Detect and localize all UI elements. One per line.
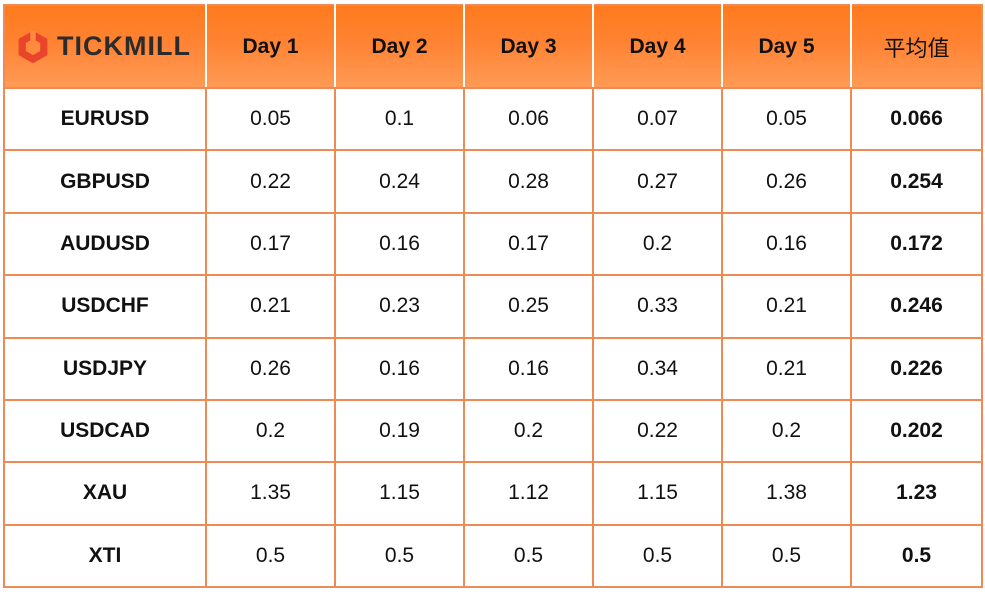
spread-value-day-3: 0.17 bbox=[463, 211, 594, 277]
spread-value-day-3: 0.25 bbox=[463, 274, 594, 339]
average-value: 0.226 bbox=[850, 336, 983, 401]
header-row: TICKMILL Day 1 Day 2 Day 3 Day 4 Day 5 平… bbox=[4, 5, 982, 89]
tickmill-logo: TICKMILL bbox=[15, 29, 205, 65]
column-header-day-4: Day 4 bbox=[592, 5, 723, 89]
average-value: 0.172 bbox=[850, 211, 983, 277]
spread-value-day-2: 0.16 bbox=[334, 211, 465, 277]
spread-table-container: TICKMILL Day 1 Day 2 Day 3 Day 4 Day 5 平… bbox=[3, 4, 983, 589]
pair-label: USDJPY bbox=[3, 336, 207, 401]
average-value: 0.066 bbox=[850, 86, 983, 152]
column-header-day-2: Day 2 bbox=[334, 5, 465, 89]
spread-value-day-2: 0.19 bbox=[334, 398, 465, 464]
logo-cell: TICKMILL bbox=[4, 5, 207, 89]
average-value: 0.202 bbox=[850, 398, 983, 464]
spread-value-day-5: 0.5 bbox=[721, 523, 852, 589]
spread-value-day-1: 0.26 bbox=[205, 336, 336, 401]
column-header-day-1: Day 1 bbox=[205, 5, 336, 89]
table-row: USDCAD 0.2 0.19 0.2 0.22 0.2 0.202 bbox=[3, 398, 983, 464]
average-value: 0.5 bbox=[850, 523, 983, 589]
spread-value-day-2: 0.24 bbox=[334, 149, 465, 214]
spread-value-day-5: 0.26 bbox=[721, 149, 852, 214]
pair-label: GBPUSD bbox=[3, 149, 207, 214]
spread-value-day-3: 0.06 bbox=[463, 86, 594, 152]
spread-value-day-5: 0.16 bbox=[721, 211, 852, 277]
table-row: XAU 1.35 1.15 1.12 1.15 1.38 1.23 bbox=[3, 461, 983, 526]
spread-value-day-4: 0.27 bbox=[592, 149, 723, 214]
column-header-day-3: Day 3 bbox=[463, 5, 594, 89]
spread-value-day-4: 1.15 bbox=[592, 461, 723, 526]
spread-value-day-1: 0.22 bbox=[205, 149, 336, 214]
table-body: EURUSD 0.05 0.1 0.06 0.07 0.05 0.066 GBPUSD 0.22… bbox=[3, 86, 983, 589]
spread-value-day-1: 0.21 bbox=[205, 274, 336, 339]
pair-label: XAU bbox=[3, 461, 207, 526]
table-row: AUDUSD 0.17 0.16 0.17 0.2 0.16 0.172 bbox=[3, 211, 983, 277]
spread-value-day-4: 0.5 bbox=[592, 523, 723, 589]
average-value: 1.23 bbox=[850, 461, 983, 526]
spread-value-day-5: 0.21 bbox=[721, 274, 852, 339]
spread-value-day-5: 0.05 bbox=[721, 86, 852, 152]
spread-value-day-5: 0.2 bbox=[721, 398, 852, 464]
spread-value-day-1: 0.17 bbox=[205, 211, 336, 277]
column-header-average: 平均值 bbox=[850, 5, 982, 89]
spread-value-day-3: 1.12 bbox=[463, 461, 594, 526]
spread-value-day-4: 0.2 bbox=[592, 211, 723, 277]
spread-value-day-4: 0.22 bbox=[592, 398, 723, 464]
spread-value-day-2: 0.5 bbox=[334, 523, 465, 589]
spread-value-day-3: 0.16 bbox=[463, 336, 594, 401]
spread-table: TICKMILL Day 1 Day 2 Day 3 Day 4 Day 5 平… bbox=[3, 4, 983, 589]
spread-value-day-4: 0.34 bbox=[592, 336, 723, 401]
spread-value-day-2: 0.1 bbox=[334, 86, 465, 152]
pair-label: AUDUSD bbox=[3, 211, 207, 277]
brand-name: TICKMILL bbox=[57, 31, 191, 61]
spread-value-day-3: 0.2 bbox=[463, 398, 594, 464]
table-row: USDJPY 0.26 0.16 0.16 0.34 0.21 0.226 bbox=[3, 336, 983, 401]
table-row: USDCHF 0.21 0.23 0.25 0.33 0.21 0.246 bbox=[3, 274, 983, 339]
spread-value-day-3: 0.28 bbox=[463, 149, 594, 214]
spread-value-day-1: 0.5 bbox=[205, 523, 336, 589]
table-row: EURUSD 0.05 0.1 0.06 0.07 0.05 0.066 bbox=[3, 86, 983, 152]
spread-value-day-5: 0.21 bbox=[721, 336, 852, 401]
spread-value-day-4: 0.33 bbox=[592, 274, 723, 339]
average-value: 0.254 bbox=[850, 149, 983, 214]
spread-value-day-3: 0.5 bbox=[463, 523, 594, 589]
spread-value-day-5: 1.38 bbox=[721, 461, 852, 526]
table-row: XTI 0.5 0.5 0.5 0.5 0.5 0.5 bbox=[3, 523, 983, 589]
spread-value-day-1: 0.2 bbox=[205, 398, 336, 464]
pair-label: XTI bbox=[3, 523, 207, 589]
spread-value-day-2: 1.15 bbox=[334, 461, 465, 526]
spread-value-day-2: 0.23 bbox=[334, 274, 465, 339]
spread-value-day-1: 1.35 bbox=[205, 461, 336, 526]
table-row: GBPUSD 0.22 0.24 0.28 0.27 0.26 0.254 bbox=[3, 149, 983, 214]
spread-value-day-4: 0.07 bbox=[592, 86, 723, 152]
pair-label: USDCAD bbox=[3, 398, 207, 464]
pair-label: USDCHF bbox=[3, 274, 207, 339]
spread-value-day-2: 0.16 bbox=[334, 336, 465, 401]
average-value: 0.246 bbox=[850, 274, 983, 339]
spread-value-day-1: 0.05 bbox=[205, 86, 336, 152]
column-header-day-5: Day 5 bbox=[721, 5, 852, 89]
pair-label: EURUSD bbox=[3, 86, 207, 152]
tickmill-hexagon-logo-icon bbox=[18, 30, 48, 63]
